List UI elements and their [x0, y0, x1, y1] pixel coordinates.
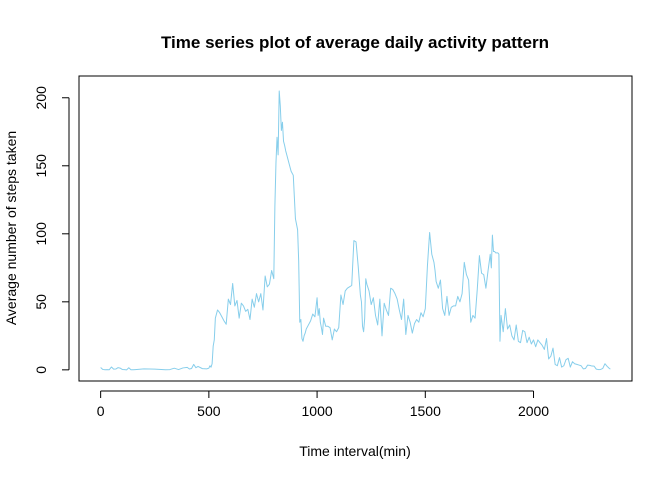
x-tick-label: 0	[97, 403, 105, 419]
y-axis: 0 50 100 150 200	[33, 86, 70, 374]
x-tick-label: 1500	[410, 403, 441, 419]
y-tick-label: 0	[33, 366, 49, 374]
y-tick-label: 150	[33, 154, 49, 178]
x-tick-label: 1000	[302, 403, 333, 419]
plot-frame	[78, 75, 633, 382]
y-tick-label: 100	[33, 222, 49, 246]
y-tick-label: 200	[33, 86, 49, 110]
y-tick-label: 50	[33, 294, 49, 310]
x-axis: 0 500 1000 1500 2000	[97, 390, 549, 419]
x-tick-label: 2000	[518, 403, 549, 419]
x-axis-label: Time interval(min)	[299, 443, 411, 459]
x-tick-label: 500	[197, 403, 221, 419]
chart-title: Time series plot of average daily activi…	[161, 33, 549, 52]
y-axis-label: Average number of steps taken	[3, 131, 19, 325]
series-line-0	[100, 90, 611, 371]
